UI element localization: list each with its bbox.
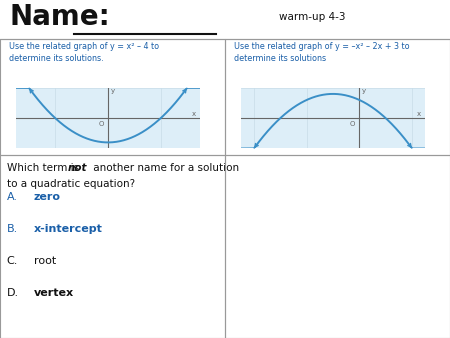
- Text: C.: C.: [7, 256, 18, 266]
- Text: Use the related graph of y = –x² – 2x + 3 to
determine its solutions: Use the related graph of y = –x² – 2x + …: [234, 42, 410, 63]
- Text: D.: D.: [7, 288, 19, 298]
- Text: zero: zero: [34, 192, 61, 202]
- Text: B.: B.: [7, 224, 18, 234]
- Text: Which term is: Which term is: [7, 163, 82, 173]
- Text: vertex: vertex: [34, 288, 74, 298]
- Text: A.: A.: [7, 192, 18, 202]
- Text: Use the related graph of y = x² – 4 to
determine its solutions.: Use the related graph of y = x² – 4 to d…: [9, 42, 159, 63]
- Text: root: root: [34, 256, 56, 266]
- Text: warm-up 4-3: warm-up 4-3: [279, 13, 346, 23]
- Text: x-intercept: x-intercept: [34, 224, 103, 234]
- Text: Name:: Name:: [9, 3, 110, 31]
- Text: another name for a solution: another name for a solution: [90, 163, 239, 173]
- Text: to a quadratic equation?: to a quadratic equation?: [7, 179, 135, 189]
- Text: not: not: [68, 163, 87, 173]
